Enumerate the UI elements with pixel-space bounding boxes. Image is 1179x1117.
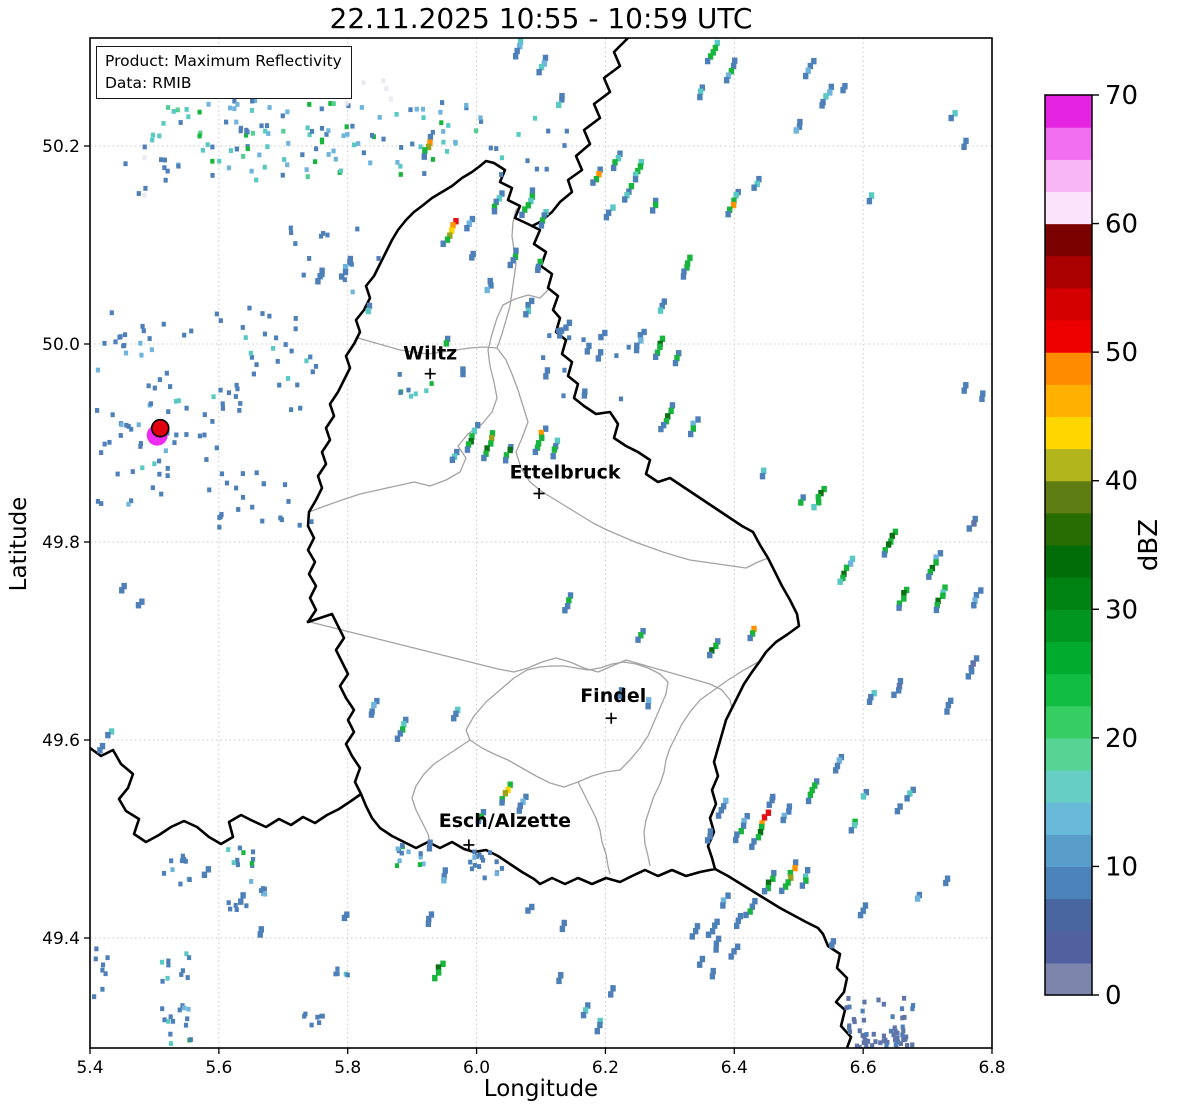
colorbar-segment <box>1045 962 1092 996</box>
district-border-line <box>496 347 769 569</box>
x-tick-label: 6.8 <box>978 1058 1005 1078</box>
radar-echoes <box>92 38 986 1048</box>
city-label-eschalzette: Esch/Alzette <box>439 810 571 832</box>
colorbar-segment <box>1045 191 1092 225</box>
colorbar-segment <box>1045 416 1092 450</box>
colorbar-tick-label: 10 <box>1105 852 1138 882</box>
colorbar-segment <box>1045 673 1092 707</box>
colorbar-segment <box>1045 159 1092 193</box>
radar-dot-marker <box>150 418 170 438</box>
plot-border <box>89 37 993 1049</box>
colorbar-segment <box>1045 287 1092 321</box>
district-border-line <box>305 620 733 709</box>
colorbar-segment <box>1045 512 1092 546</box>
colorbar-axis-label: dBZ <box>1134 519 1164 571</box>
colorbar-segment <box>1045 384 1092 418</box>
colorbar-tick-label: 40 <box>1105 467 1138 497</box>
plot-frame-and-axes: 5.4 5.6 5.8 6.0 6.2 6.4 6.6 6.8 49.4 49.6 49.8 50.0… <box>42 37 1006 1078</box>
gridlines <box>89 38 993 1048</box>
colorbar-segment <box>1045 737 1092 771</box>
colorbar-tick-label: 0 <box>1105 981 1122 1011</box>
y-axis-label: Latitude <box>6 496 32 592</box>
x-tick-label: 6.0 <box>463 1058 490 1078</box>
colorbar-segment <box>1045 320 1092 353</box>
colorbar-segment <box>1045 127 1092 160</box>
x-tick-label: 5.6 <box>205 1058 232 1078</box>
radar-site-marker <box>146 418 170 446</box>
figure-title: 22.11.2025 10:55 - 10:59 UTC <box>329 2 753 35</box>
data-source-line: Data: RMIB <box>105 74 192 92</box>
colorbar-tick-label: 20 <box>1105 724 1138 754</box>
colorbar-segment <box>1045 480 1092 514</box>
y-tick-label: 49.4 <box>42 929 80 949</box>
y-tick-label: 49.8 <box>42 533 80 553</box>
district-border-line <box>643 660 761 867</box>
x-tick-label: 6.2 <box>592 1058 619 1078</box>
city-label-findel: Findel <box>580 685 646 707</box>
district-border-line <box>357 337 498 355</box>
colorbar-segment <box>1045 641 1092 675</box>
colorbar-segment <box>1045 802 1092 835</box>
y-tick-label: 50.2 <box>42 137 80 157</box>
product-info-line: Product: Maximum Reflectivity <box>105 52 342 70</box>
district-border-line <box>577 781 611 875</box>
colorbar-segment <box>1045 545 1092 578</box>
colorbar-segment <box>1045 95 1092 128</box>
district-border-line <box>465 661 669 788</box>
district-border-line <box>411 739 471 844</box>
colorbar-tick-label: 30 <box>1105 595 1138 625</box>
colorbar-segment <box>1045 352 1092 385</box>
country-border-line <box>713 867 853 1048</box>
y-tick-label: 50.0 <box>42 335 80 355</box>
country-border-line <box>90 746 363 846</box>
x-tick-label: 6.6 <box>850 1058 877 1078</box>
x-tick-label: 5.4 <box>76 1058 103 1078</box>
district-borders <box>305 205 769 875</box>
country-borders <box>90 38 853 1048</box>
country-border-line <box>306 159 801 886</box>
x-tick-label: 6.4 <box>721 1058 748 1078</box>
colorbar-segment <box>1045 770 1092 803</box>
colorbar-segment <box>1045 930 1092 964</box>
colorbar-border <box>1044 94 1093 996</box>
colorbar-segment <box>1045 223 1092 257</box>
colorbar-segment <box>1045 705 1092 739</box>
colorbar-tick-label: 60 <box>1105 210 1138 240</box>
city-label-ettelbruck: Ettelbruck <box>510 461 621 483</box>
city-markers: Wiltz Ettelbruck Findel Esch/Alzette <box>403 343 646 851</box>
colorbar-tick-label: 70 <box>1105 81 1138 111</box>
colorbar-segment <box>1045 577 1092 610</box>
colorbar: 0 10 20 30 40 50 60 70 dBZ <box>1044 81 1164 1011</box>
district-border-line <box>496 205 521 349</box>
city-label-wiltz: Wiltz <box>403 343 457 365</box>
colorbar-segment <box>1045 898 1092 932</box>
x-axis-label: Longitude <box>483 1076 599 1102</box>
colorbar-segment <box>1045 866 1092 900</box>
x-tick-label: 5.8 <box>334 1058 361 1078</box>
product-info-box: Product: Maximum Reflectivity Data: RMIB <box>96 46 352 99</box>
colorbar-segment <box>1045 448 1092 482</box>
colorbar-segment <box>1045 834 1092 868</box>
colorbar-segment <box>1045 255 1092 289</box>
colorbar-tick-label: 50 <box>1105 338 1138 368</box>
country-border-line <box>530 38 630 228</box>
y-tick-label: 49.6 <box>42 731 80 751</box>
colorbar-segment <box>1045 609 1092 643</box>
